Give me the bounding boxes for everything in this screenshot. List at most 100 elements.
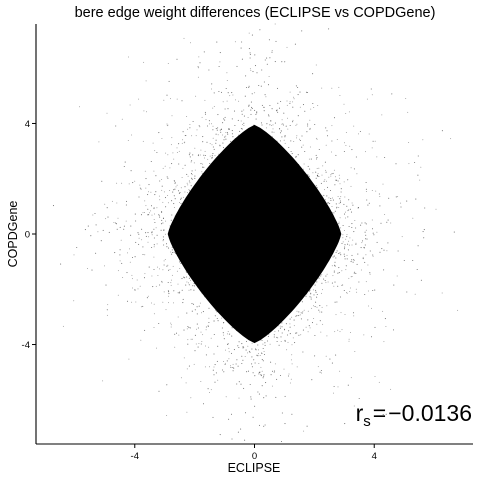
scatter-point bbox=[312, 254, 314, 256]
scatter-point bbox=[249, 320, 251, 322]
scatter-point bbox=[224, 174, 226, 176]
scatter-point bbox=[230, 365, 231, 367]
scatter-point bbox=[208, 295, 210, 297]
scatter-point bbox=[169, 225, 171, 227]
scatter-point bbox=[274, 304, 276, 306]
scatter-point bbox=[360, 224, 362, 226]
scatter-point bbox=[316, 291, 317, 293]
scatter-point bbox=[218, 305, 220, 307]
scatter-point bbox=[252, 416, 254, 418]
scatter-point bbox=[309, 296, 311, 298]
scatter-point bbox=[165, 220, 167, 222]
scatter-point bbox=[310, 192, 312, 194]
scatter-point bbox=[203, 194, 205, 196]
scatter-point bbox=[232, 370, 234, 372]
scatter-point bbox=[379, 196, 381, 197]
scatter-point bbox=[453, 231, 455, 233]
scatter-point bbox=[186, 116, 188, 117]
scatter-point bbox=[307, 125, 309, 127]
scatter-point bbox=[206, 141, 208, 143]
scatter-point bbox=[284, 395, 286, 397]
scatter-point bbox=[150, 210, 152, 212]
scatter-point bbox=[264, 342, 266, 344]
scatter-point bbox=[228, 351, 230, 353]
scatter-point bbox=[256, 354, 258, 356]
scatter-point bbox=[333, 169, 335, 171]
scatter-point bbox=[144, 170, 146, 172]
scatter-point bbox=[263, 330, 265, 332]
scatter-point bbox=[287, 285, 289, 287]
scatter-point bbox=[153, 219, 155, 220]
scatter-point bbox=[153, 327, 155, 328]
scatter-point bbox=[263, 145, 265, 147]
scatter-point bbox=[171, 246, 173, 248]
scatter-point bbox=[196, 313, 198, 315]
scatter-point bbox=[371, 190, 373, 191]
scatter-point bbox=[190, 249, 192, 252]
scatter-point bbox=[221, 369, 224, 371]
scatter-point bbox=[205, 354, 207, 356]
scatter-point bbox=[313, 257, 315, 259]
scatter-point bbox=[293, 184, 295, 186]
scatter-point bbox=[168, 291, 170, 293]
scatter-point bbox=[223, 118, 225, 120]
scatter-point bbox=[187, 267, 189, 269]
scatter-point bbox=[215, 142, 217, 144]
scatter-point bbox=[224, 116, 226, 118]
scatter-point bbox=[231, 118, 233, 120]
scatter-point bbox=[334, 281, 336, 283]
scatter-point bbox=[266, 326, 268, 328]
scatter-point bbox=[166, 123, 168, 125]
scatter-point bbox=[198, 305, 200, 307]
scatter-point bbox=[318, 167, 320, 169]
scatter-point bbox=[349, 208, 351, 210]
scatter-point bbox=[334, 184, 336, 186]
scatter-point bbox=[219, 61, 221, 63]
scatter-point bbox=[262, 343, 264, 345]
scatter-point bbox=[213, 320, 215, 322]
scatter-point bbox=[226, 333, 228, 335]
scatter-point bbox=[299, 91, 301, 93]
scatter-point bbox=[344, 255, 346, 257]
scatter-point bbox=[178, 292, 180, 294]
scatter-point bbox=[338, 267, 340, 269]
scatter-point bbox=[196, 323, 198, 325]
scatter-point bbox=[182, 167, 184, 169]
scatter-point bbox=[315, 205, 317, 207]
scatter-point bbox=[315, 257, 317, 259]
scatter-point bbox=[318, 309, 320, 311]
scatter-point bbox=[287, 289, 289, 291]
scatter-point bbox=[207, 191, 209, 193]
scatter-point bbox=[208, 270, 210, 272]
scatter-point bbox=[348, 340, 350, 342]
chart-title: bere edge weight differences (ECLIPSE vs… bbox=[75, 5, 436, 21]
scatter-point bbox=[309, 128, 311, 130]
scatter-point bbox=[195, 213, 197, 215]
scatter-point bbox=[191, 277, 193, 279]
scatter-point bbox=[331, 173, 333, 175]
scatter-point bbox=[283, 160, 285, 163]
scatter-point bbox=[204, 366, 206, 368]
scatter-point bbox=[365, 151, 366, 153]
scatter-point bbox=[230, 352, 233, 354]
scatter-point bbox=[340, 191, 342, 193]
scatter-point bbox=[266, 63, 268, 65]
scatter-point bbox=[263, 134, 265, 136]
scatter-point bbox=[346, 234, 348, 236]
scatter-point bbox=[209, 392, 210, 393]
scatter-point bbox=[198, 201, 200, 203]
scatter-point bbox=[329, 358, 331, 360]
scatter-point bbox=[249, 131, 252, 133]
scatter-point bbox=[197, 155, 199, 157]
scatter-point bbox=[390, 388, 392, 390]
scatter-point bbox=[284, 166, 286, 168]
scatter-point bbox=[238, 346, 240, 349]
scatter-point bbox=[324, 228, 326, 230]
scatter-point bbox=[169, 232, 171, 234]
scatter-point bbox=[172, 242, 173, 244]
scatter-point bbox=[268, 115, 270, 117]
scatter-point bbox=[277, 330, 280, 332]
scatter-point bbox=[300, 281, 303, 283]
scatter-point bbox=[250, 109, 252, 111]
scatter-point bbox=[251, 107, 253, 109]
